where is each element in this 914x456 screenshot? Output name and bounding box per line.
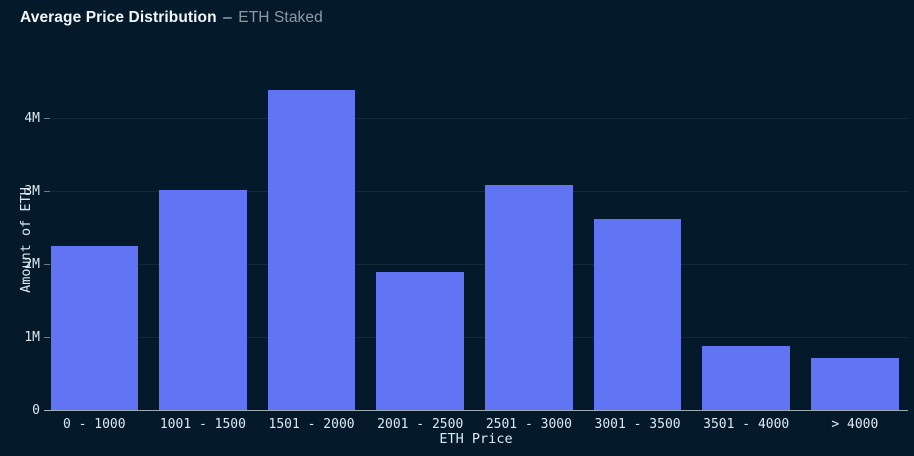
x-tick-label: 2001 - 2500	[377, 417, 464, 432]
x-tick-label: 2501 - 3000	[485, 417, 572, 432]
x-axis-title: ETH Price	[439, 431, 513, 447]
y-axis-tick	[44, 337, 50, 338]
y-tick-label: 3M	[24, 183, 40, 199]
bar[interactable]	[50, 245, 138, 410]
bar[interactable]	[811, 358, 899, 410]
x-tick-label: > 4000	[831, 417, 879, 432]
y-axis-title: Amount of ETH	[18, 187, 34, 293]
y-axis-tick	[44, 118, 50, 119]
chart-title: Average Price Distribution – ETH Staked	[20, 9, 323, 27]
y-tick-label: 0	[32, 402, 40, 418]
y-axis-tick	[44, 191, 50, 192]
bar[interactable]	[159, 190, 247, 410]
bar[interactable]	[485, 185, 573, 410]
chart-title-separator: –	[223, 9, 232, 26]
chart-title-subtitle: ETH Staked	[238, 9, 323, 26]
x-tick-label: 3501 - 4000	[703, 417, 790, 432]
bar[interactable]	[376, 272, 464, 410]
x-tick-label: 1001 - 1500	[159, 417, 246, 432]
chart-title-main: Average Price Distribution	[20, 9, 217, 26]
gridline	[44, 118, 908, 119]
bar[interactable]	[267, 89, 356, 410]
y-axis-tick	[44, 264, 50, 265]
x-tick-label: 3001 - 3500	[594, 417, 681, 432]
x-tick-label: 0 - 1000	[62, 417, 126, 432]
y-tick-label: 2M	[24, 256, 40, 272]
y-tick-label: 4M	[24, 110, 40, 126]
gridline	[44, 264, 908, 265]
bar[interactable]	[593, 218, 682, 410]
x-axis-line	[44, 410, 908, 411]
y-tick-label: 1M	[24, 329, 40, 345]
gridline	[44, 337, 908, 338]
x-tick-label: 1501 - 2000	[268, 417, 355, 432]
bar[interactable]	[702, 345, 790, 410]
gridline	[44, 191, 908, 192]
